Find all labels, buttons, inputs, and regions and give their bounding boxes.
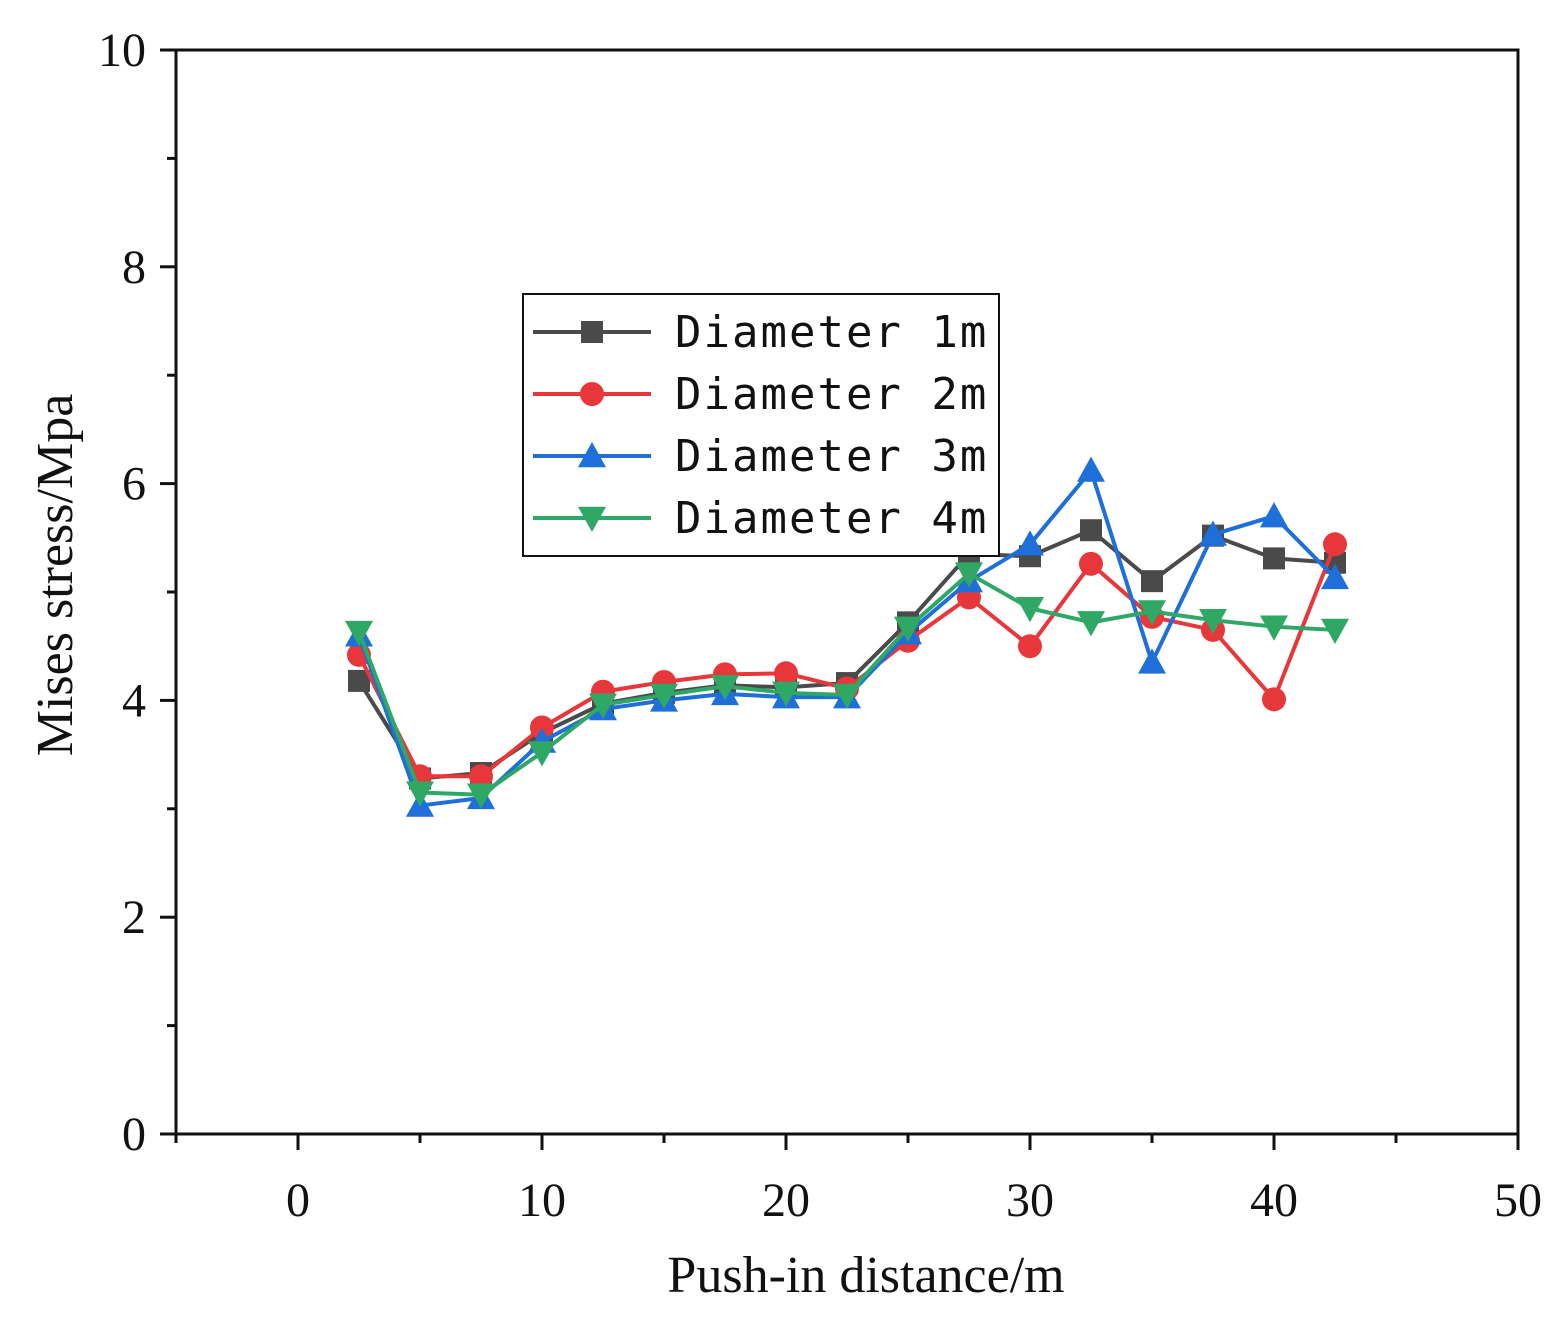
x-axis-title: Push-in distance/m — [667, 1247, 1064, 1304]
data-point — [1260, 615, 1288, 641]
y-tick-label: 4 — [122, 674, 146, 727]
legend-label: Diameter 2m — [675, 369, 988, 420]
series-line — [357, 543, 1337, 779]
data-point — [774, 661, 798, 686]
legend-item: Diameter 2m — [533, 369, 988, 420]
data-point — [467, 783, 495, 809]
y-tick-label: 0 — [122, 1108, 146, 1161]
data-point — [345, 620, 373, 647]
data-point — [772, 681, 800, 707]
data-point — [1199, 520, 1227, 546]
data-point — [348, 669, 370, 692]
data-point — [1321, 563, 1349, 590]
data-point — [650, 683, 678, 709]
legend-label: Diameter 3m — [675, 431, 988, 482]
data-point — [469, 764, 493, 789]
legend-marker — [581, 321, 603, 343]
data-point — [833, 683, 861, 709]
data-point — [1077, 611, 1105, 637]
y-tick-label: 2 — [122, 891, 146, 944]
data-point — [406, 781, 434, 807]
legend-item: Diameter 1m — [533, 307, 988, 358]
legend-label: Diameter 1m — [675, 307, 988, 358]
y-tick-label: 8 — [122, 241, 146, 294]
series-layer — [345, 456, 1349, 817]
y-axis-title: Mises stress/Mpa — [27, 394, 84, 757]
data-point — [1138, 600, 1166, 626]
legend-item: Diameter 4m — [533, 493, 988, 544]
y-tick-label: 6 — [122, 458, 146, 511]
x-tick-label: 50 — [1494, 1174, 1542, 1227]
legend-marker — [580, 382, 604, 406]
x-tick-label: 0 — [286, 1174, 310, 1227]
data-point — [1323, 532, 1347, 557]
y-tick-label: 10 — [98, 24, 146, 77]
legend: Diameter 1m Diameter 2m Diameter 3m Diamete… — [522, 293, 1000, 557]
x-tick-label: 30 — [1006, 1174, 1054, 1227]
data-point — [1138, 648, 1166, 674]
data-point — [955, 562, 983, 588]
data-point — [1016, 530, 1044, 556]
data-point — [1260, 502, 1288, 528]
legend-item: Diameter 3m — [533, 431, 988, 482]
data-point — [1262, 687, 1286, 712]
data-point — [1016, 597, 1044, 623]
data-point — [1321, 618, 1349, 644]
x-tick-label: 40 — [1250, 1174, 1298, 1227]
data-point — [1199, 608, 1227, 635]
data-point — [589, 693, 617, 719]
y-axis: 0 2 4 6 8 10 — [98, 24, 176, 1161]
series-line — [357, 528, 1336, 781]
legend-marker — [578, 442, 606, 468]
x-axis: 0 10 20 30 40 50 — [174, 1134, 1542, 1227]
data-point — [1263, 547, 1285, 570]
series-4 — [345, 562, 1349, 809]
x-tick-label: 10 — [518, 1174, 566, 1227]
legend-marker — [578, 506, 606, 532]
x-tick-label: 20 — [762, 1174, 810, 1227]
data-point — [1018, 634, 1042, 659]
data-point — [530, 715, 554, 740]
data-point — [1141, 570, 1163, 593]
data-point — [528, 741, 556, 767]
data-point — [1080, 519, 1102, 542]
legend-label: Diameter 4m — [675, 493, 988, 544]
series-1 — [348, 519, 1346, 790]
data-point — [894, 616, 922, 642]
data-point — [1077, 456, 1105, 482]
data-point — [1079, 551, 1103, 576]
data-point — [711, 675, 739, 701]
